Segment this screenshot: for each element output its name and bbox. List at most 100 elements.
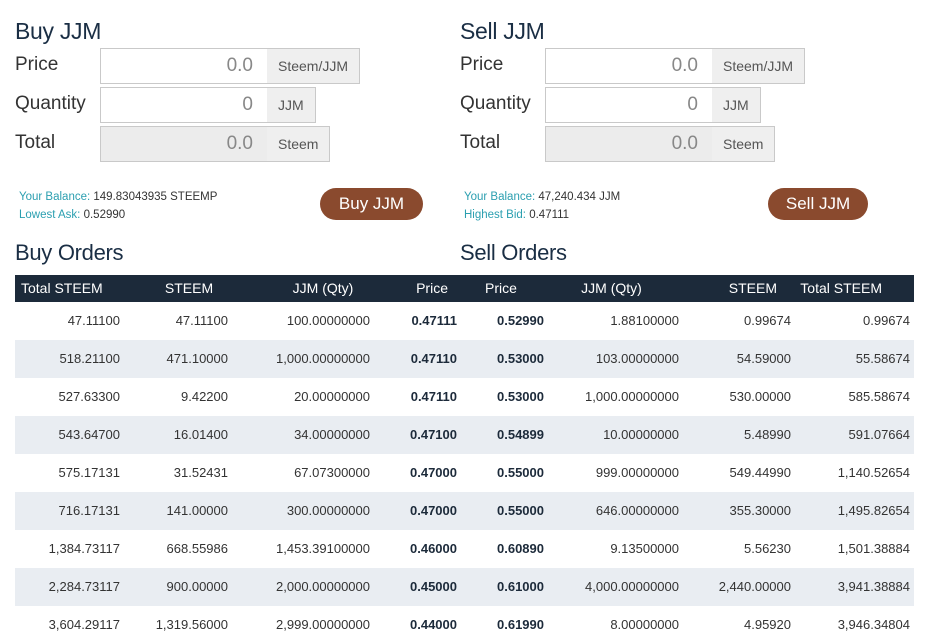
highest-bid-value: 0.47111 — [529, 209, 570, 221]
order-book-header: Total STEEM STEEM JJM (Qty) Price Price … — [15, 275, 914, 302]
sell-total-input: 0.0 — [545, 126, 713, 162]
cell-sell-qty: 9.13500000 — [610, 541, 679, 556]
cell-sell-steem: 5.48990 — [744, 427, 791, 442]
sell-qty-row: Quantity 0 JJM — [460, 87, 880, 126]
table-row[interactable]: 2,284.73117 900.00000 2,000.00000000 0.4500… — [15, 568, 914, 606]
sell-total-label: Total — [460, 132, 501, 153]
cell-buy-price: 0.47000 — [410, 465, 457, 480]
sell-qty-label: Quantity — [460, 93, 531, 114]
sell-price-unit: Steem/JJM — [712, 48, 806, 84]
cell-buy-steem: 47.11100 — [175, 313, 228, 328]
table-row[interactable]: 1,384.73117 668.55986 1,453.39100000 0.4600… — [15, 530, 914, 568]
sell-total-row: Total 0.0 Steem — [460, 126, 880, 165]
table-row[interactable]: 575.17131 31.52431 67.07300000 0.47000 0.550… — [15, 454, 914, 492]
buy-qty-unit: JJM — [267, 87, 316, 123]
sell-price-input[interactable]: 0.0 — [545, 48, 713, 84]
highest-bid-key[interactable]: Highest Bid: — [464, 209, 527, 221]
cell-buy-total-steem: 575.17131 — [58, 465, 120, 480]
sell-button[interactable]: Sell JJM — [768, 188, 868, 220]
cell-buy-steem: 16.01400 — [173, 427, 228, 442]
cell-sell-price: 0.54899 — [497, 427, 544, 442]
table-row[interactable]: 543.64700 16.01400 34.00000000 0.47100 0.548… — [15, 416, 914, 454]
cell-sell-qty: 646.00000000 — [595, 503, 679, 518]
cell-sell-steem: 54.59000 — [736, 351, 791, 366]
table-row[interactable]: 716.17131 141.00000 300.00000000 0.47000 0.5… — [15, 492, 914, 530]
buy-price-unit: Steem/JJM — [267, 48, 361, 84]
buy-price-row: Price 0.0 Steem/JJM — [15, 48, 435, 87]
cell-sell-total-steem: 585.58674 — [848, 389, 910, 404]
cell-buy-qty: 1,453.39100000 — [276, 541, 370, 556]
buy-button[interactable]: Buy JJM — [320, 188, 423, 220]
cell-sell-total-steem: 591.07664 — [848, 427, 910, 442]
cell-sell-steem: 2,440.00000 — [718, 579, 791, 594]
cell-sell-total-steem: 0.99674 — [863, 313, 910, 328]
cell-buy-price: 0.47110 — [410, 351, 457, 366]
cell-buy-total-steem: 716.17131 — [58, 503, 120, 518]
cell-sell-total-steem: 1,501.38884 — [837, 541, 910, 556]
buy-price-input[interactable]: 0.0 — [100, 48, 268, 84]
cell-sell-steem: 355.30000 — [729, 503, 791, 518]
cell-sell-qty: 1,000.00000000 — [585, 389, 679, 404]
header-sell-total-steem: Total STEEM — [800, 280, 882, 296]
table-row[interactable]: 47.11100 47.11100 100.00000000 0.47111 0.529… — [15, 302, 914, 340]
cell-buy-steem: 668.55986 — [166, 541, 228, 556]
header-buy-qty: JJM (Qty) — [292, 280, 354, 296]
buy-total-input: 0.0 — [100, 126, 268, 162]
cell-sell-price: 0.61000 — [497, 579, 544, 594]
sell-title: Sell JJM — [460, 18, 545, 44]
sell-balance-key[interactable]: Your Balance: — [464, 191, 536, 203]
cell-buy-qty: 100.00000000 — [286, 313, 370, 328]
cell-buy-total-steem: 527.63300 — [58, 389, 120, 404]
sell-qty-input[interactable]: 0 — [545, 87, 713, 123]
cell-sell-price: 0.61990 — [497, 617, 544, 632]
table-row[interactable]: 518.21100 471.10000 1,000.00000000 0.47110 0… — [15, 340, 914, 378]
sell-total-unit: Steem — [712, 126, 776, 162]
cell-buy-price: 0.47110 — [410, 389, 457, 404]
cell-buy-price: 0.47000 — [410, 503, 457, 518]
cell-buy-price: 0.45000 — [410, 579, 457, 594]
cell-sell-qty: 8.00000000 — [610, 617, 679, 632]
cell-sell-qty: 4,000.00000000 — [585, 579, 679, 594]
buy-price-label: Price — [15, 54, 59, 75]
cell-sell-total-steem: 3,946.34804 — [837, 617, 910, 632]
cell-sell-steem: 530.00000 — [729, 389, 791, 404]
cell-buy-price: 0.44000 — [410, 617, 457, 632]
header-sell-qty: JJM (Qty) — [581, 280, 642, 296]
sell-panel: Sell JJM Price 0.0 Steem/JJM Quantity 0 … — [460, 16, 880, 221]
buy-qty-row: Quantity 0 JJM — [15, 87, 435, 126]
cell-buy-total-steem: 1,384.73117 — [48, 541, 120, 556]
cell-buy-price: 0.46000 — [410, 541, 457, 556]
buy-balance-key[interactable]: Your Balance: — [19, 191, 91, 203]
cell-sell-total-steem: 1,495.82654 — [837, 503, 910, 518]
cell-buy-total-steem: 47.11100 — [67, 313, 120, 328]
lowest-ask-value: 0.52990 — [83, 209, 126, 221]
table-row[interactable]: 3,604.29117 1,319.56000 2,999.00000000 0.44… — [15, 606, 914, 644]
order-book-body: 47.11100 47.11100 100.00000000 0.47111 0.529… — [15, 302, 914, 644]
buy-panel: Buy JJM Price 0.0 Steem/JJM Quantity 0 J… — [15, 16, 435, 221]
lowest-ask-key[interactable]: Lowest Ask: — [19, 209, 81, 221]
cell-sell-total-steem: 55.58674 — [855, 351, 910, 366]
buy-qty-label: Quantity — [15, 93, 86, 114]
cell-buy-qty: 34.00000000 — [294, 427, 370, 442]
cell-sell-qty: 103.00000000 — [595, 351, 679, 366]
cell-buy-steem: 900.00000 — [166, 579, 228, 594]
cell-buy-total-steem: 543.64700 — [58, 427, 120, 442]
buy-title: Buy JJM — [15, 18, 102, 44]
cell-sell-steem: 4.95920 — [744, 617, 791, 632]
buy-qty-input[interactable]: 0 — [100, 87, 268, 123]
sell-price-label: Price — [460, 54, 504, 75]
buy-balance: Your Balance: 149.83043935 STEEMP — [19, 191, 217, 203]
cell-sell-steem: 549.44990 — [729, 465, 791, 480]
sell-orders-title: Sell Orders — [460, 240, 567, 265]
buy-balance-value: 149.83043935 STEEMP — [93, 191, 218, 203]
header-buy-steem: STEEM — [164, 280, 214, 296]
buy-total-unit: Steem — [267, 126, 331, 162]
buy-total-row: Total 0.0 Steem — [15, 126, 435, 165]
cell-buy-qty: 2,999.00000000 — [276, 617, 370, 632]
cell-buy-qty: 2,000.00000000 — [276, 579, 370, 594]
table-row[interactable]: 527.63300 9.42200 20.00000000 0.47110 0.5300… — [15, 378, 914, 416]
cell-buy-steem: 1,319.56000 — [155, 617, 228, 632]
order-book-table: Total STEEM STEEM JJM (Qty) Price Price … — [15, 275, 914, 644]
cell-sell-price: 0.55000 — [497, 465, 544, 480]
cell-buy-steem: 9.42200 — [181, 389, 228, 404]
